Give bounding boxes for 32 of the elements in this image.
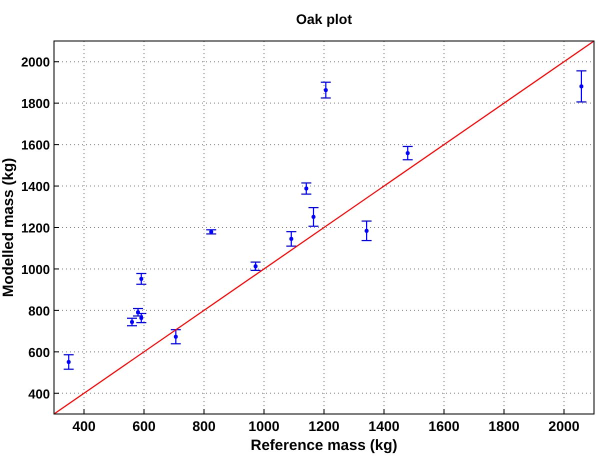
point — [139, 276, 144, 281]
x-tick-label: 1800 — [488, 418, 520, 434]
y-tick-label: 800 — [28, 303, 50, 318]
x-tick-label: 2000 — [548, 418, 580, 434]
y-tick-label: 600 — [28, 344, 50, 360]
x-tick-label: 400 — [72, 418, 96, 434]
point — [139, 316, 144, 320]
point — [579, 84, 584, 88]
y-tick-label: 2000 — [21, 54, 50, 70]
y-tick-label: 1600 — [21, 138, 50, 153]
x-tick-label: 1000 — [248, 418, 280, 434]
x-tick-label: 800 — [192, 418, 216, 434]
point — [324, 88, 328, 92]
point — [66, 360, 71, 364]
x-tick-label: 600 — [132, 418, 156, 434]
point — [289, 236, 294, 241]
point — [364, 228, 369, 233]
point — [406, 151, 410, 156]
y-tick-label: 400 — [28, 386, 50, 402]
point — [304, 186, 308, 191]
y-tick-label: 1200 — [21, 220, 50, 236]
x-tick-label: 1600 — [428, 418, 460, 434]
x-tick-label: 1400 — [368, 418, 400, 434]
y-axis-title: Modelled mass (kg) — [0, 158, 17, 298]
point — [174, 334, 178, 339]
chart-title: Oak plot — [296, 11, 352, 27]
y-tick-label: 1000 — [21, 262, 50, 277]
y-tick-label: 1800 — [21, 96, 50, 112]
point — [312, 214, 316, 219]
y-tick-label: 1400 — [21, 179, 50, 194]
x-axis-title: Reference mass (kg) — [250, 437, 398, 454]
x-tick-label: 1200 — [308, 418, 340, 434]
